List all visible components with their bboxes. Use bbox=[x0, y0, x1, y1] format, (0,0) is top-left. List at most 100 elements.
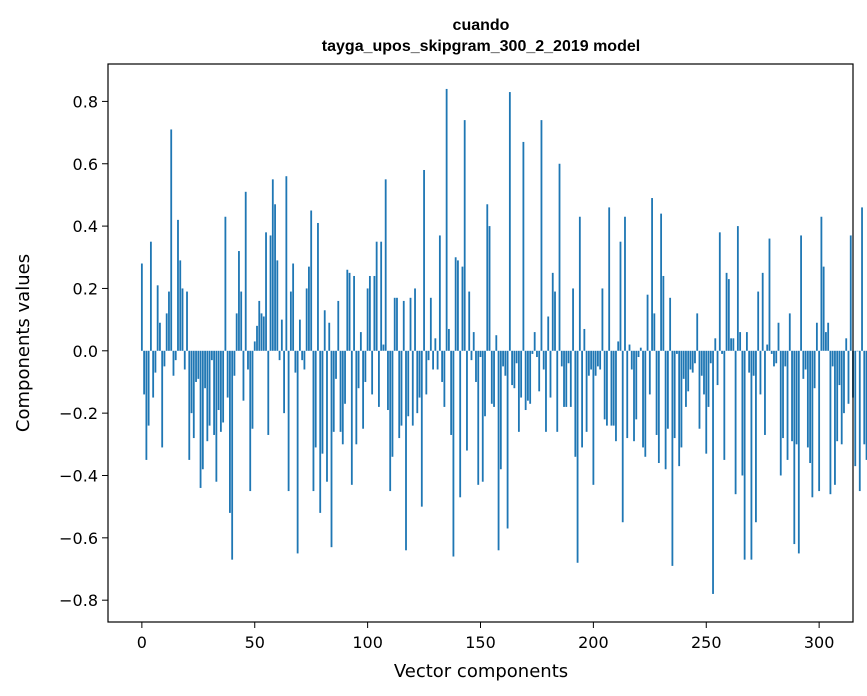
bar bbox=[242, 350, 245, 401]
bar bbox=[547, 316, 550, 351]
bar bbox=[721, 350, 723, 354]
bar bbox=[759, 350, 762, 395]
bar bbox=[317, 222, 319, 351]
bar bbox=[235, 313, 238, 351]
bar bbox=[608, 207, 611, 351]
bar bbox=[775, 350, 778, 364]
bar bbox=[292, 263, 295, 351]
bar bbox=[825, 332, 827, 351]
bar bbox=[226, 350, 229, 398]
bar bbox=[289, 291, 292, 351]
bar bbox=[732, 338, 735, 351]
bar bbox=[154, 350, 157, 373]
bar bbox=[685, 350, 687, 407]
bar bbox=[393, 297, 396, 351]
y-tick-label: 0.0 bbox=[73, 342, 98, 361]
bar bbox=[786, 350, 789, 460]
bar bbox=[278, 350, 281, 361]
bar bbox=[438, 235, 441, 351]
x-axis-label: Vector components bbox=[394, 661, 568, 682]
bar bbox=[276, 260, 279, 351]
bar bbox=[423, 169, 425, 351]
bar bbox=[468, 291, 471, 351]
bar bbox=[522, 141, 525, 351]
bar bbox=[280, 319, 283, 351]
bar bbox=[843, 350, 845, 414]
bar bbox=[784, 350, 787, 367]
bar bbox=[418, 350, 421, 398]
bar bbox=[822, 266, 825, 351]
bar bbox=[515, 350, 518, 364]
bar bbox=[797, 350, 800, 554]
bar bbox=[766, 344, 769, 351]
bar bbox=[481, 350, 484, 482]
bar bbox=[502, 350, 504, 367]
bar bbox=[470, 350, 473, 361]
bar bbox=[540, 120, 543, 351]
bar bbox=[739, 332, 742, 351]
x-tick-label: 150 bbox=[465, 633, 496, 652]
bar bbox=[691, 350, 694, 373]
bar bbox=[800, 235, 802, 351]
bar bbox=[802, 350, 805, 379]
bar bbox=[782, 350, 784, 439]
bar bbox=[682, 350, 685, 379]
bar bbox=[563, 350, 565, 407]
x-axis: 0 50 100 150 200 250 300 bbox=[137, 622, 835, 652]
bar bbox=[269, 235, 272, 351]
bar bbox=[156, 285, 159, 351]
bar bbox=[840, 350, 843, 445]
bar bbox=[748, 350, 751, 373]
bar bbox=[517, 350, 520, 432]
bar bbox=[416, 350, 419, 414]
bar bbox=[287, 350, 290, 492]
bar bbox=[454, 257, 457, 351]
bar bbox=[755, 350, 757, 523]
bar bbox=[210, 350, 213, 361]
bar bbox=[310, 210, 313, 351]
bar bbox=[398, 350, 401, 439]
bar bbox=[569, 350, 572, 407]
bar bbox=[745, 332, 748, 351]
bar bbox=[405, 350, 407, 551]
bar bbox=[140, 263, 143, 351]
bar bbox=[371, 350, 374, 395]
bar bbox=[350, 350, 353, 485]
bar bbox=[788, 313, 791, 351]
y-tick-label: −0.8 bbox=[59, 591, 98, 610]
bar bbox=[163, 350, 166, 367]
bar bbox=[664, 350, 667, 470]
bar bbox=[653, 313, 656, 351]
bar bbox=[303, 350, 306, 370]
bar bbox=[628, 344, 631, 351]
bar bbox=[565, 350, 568, 407]
bar bbox=[578, 216, 581, 351]
bar bbox=[305, 288, 308, 351]
bar bbox=[247, 350, 249, 370]
bar bbox=[373, 275, 376, 351]
bar bbox=[271, 179, 274, 351]
bar bbox=[479, 350, 482, 358]
bar bbox=[635, 350, 638, 420]
bar bbox=[384, 179, 387, 351]
x-tick-label: 300 bbox=[804, 633, 835, 652]
y-axis: −0.8 −0.6 −0.4 −0.2 0.0 0.2 0.4 0.6 0.8 bbox=[59, 92, 108, 610]
bar bbox=[168, 291, 170, 351]
bar bbox=[484, 350, 486, 417]
bar bbox=[583, 328, 586, 351]
bar bbox=[612, 350, 615, 426]
bar bbox=[432, 350, 434, 370]
bar bbox=[689, 350, 692, 370]
bar bbox=[678, 350, 681, 467]
bar bbox=[328, 322, 331, 351]
bar bbox=[741, 350, 744, 476]
bar bbox=[676, 350, 678, 354]
bar bbox=[475, 350, 477, 382]
bar bbox=[341, 350, 344, 445]
bar bbox=[795, 350, 798, 445]
bar bbox=[777, 322, 780, 351]
bar bbox=[698, 350, 701, 429]
bar bbox=[490, 350, 493, 404]
bar bbox=[165, 313, 168, 351]
bar bbox=[603, 350, 606, 420]
